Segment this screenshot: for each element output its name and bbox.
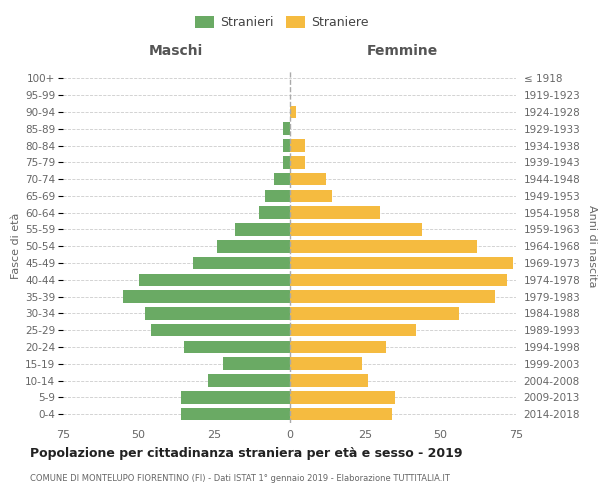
Bar — [290, 106, 296, 118]
Bar — [290, 173, 326, 186]
Bar — [181, 408, 290, 420]
Bar — [283, 139, 290, 152]
Bar — [290, 156, 305, 168]
Bar — [290, 374, 368, 387]
Bar — [290, 223, 422, 236]
Bar — [283, 156, 290, 168]
Bar — [290, 139, 305, 152]
Bar — [290, 408, 392, 420]
Bar — [290, 290, 495, 303]
Text: COMUNE DI MONTELUPO FIORENTINO (FI) - Dati ISTAT 1° gennaio 2019 - Elaborazione : COMUNE DI MONTELUPO FIORENTINO (FI) - Da… — [30, 474, 450, 483]
Bar — [290, 307, 458, 320]
Bar — [290, 391, 395, 404]
Bar — [181, 391, 290, 404]
Bar — [193, 256, 290, 270]
Y-axis label: Fasce di età: Fasce di età — [11, 213, 21, 280]
Bar — [217, 240, 290, 252]
Text: Popolazione per cittadinanza straniera per età e sesso - 2019: Popolazione per cittadinanza straniera p… — [30, 448, 463, 460]
Bar — [235, 223, 290, 236]
Bar — [124, 290, 290, 303]
Bar — [290, 240, 477, 252]
Bar — [184, 340, 290, 353]
Text: Femmine: Femmine — [367, 44, 439, 58]
Legend: Stranieri, Straniere: Stranieri, Straniere — [190, 11, 374, 34]
Bar — [290, 324, 416, 336]
Bar — [208, 374, 290, 387]
Bar — [145, 307, 290, 320]
Bar — [290, 340, 386, 353]
Bar — [223, 358, 290, 370]
Y-axis label: Anni di nascita: Anni di nascita — [587, 205, 598, 288]
Bar — [274, 173, 290, 186]
Bar — [139, 274, 290, 286]
Bar — [265, 190, 290, 202]
Text: Maschi: Maschi — [149, 44, 203, 58]
Bar — [290, 206, 380, 219]
Bar — [151, 324, 290, 336]
Bar — [290, 190, 332, 202]
Bar — [290, 274, 507, 286]
Bar — [283, 122, 290, 135]
Bar — [290, 256, 513, 270]
Bar — [259, 206, 290, 219]
Bar — [290, 358, 362, 370]
